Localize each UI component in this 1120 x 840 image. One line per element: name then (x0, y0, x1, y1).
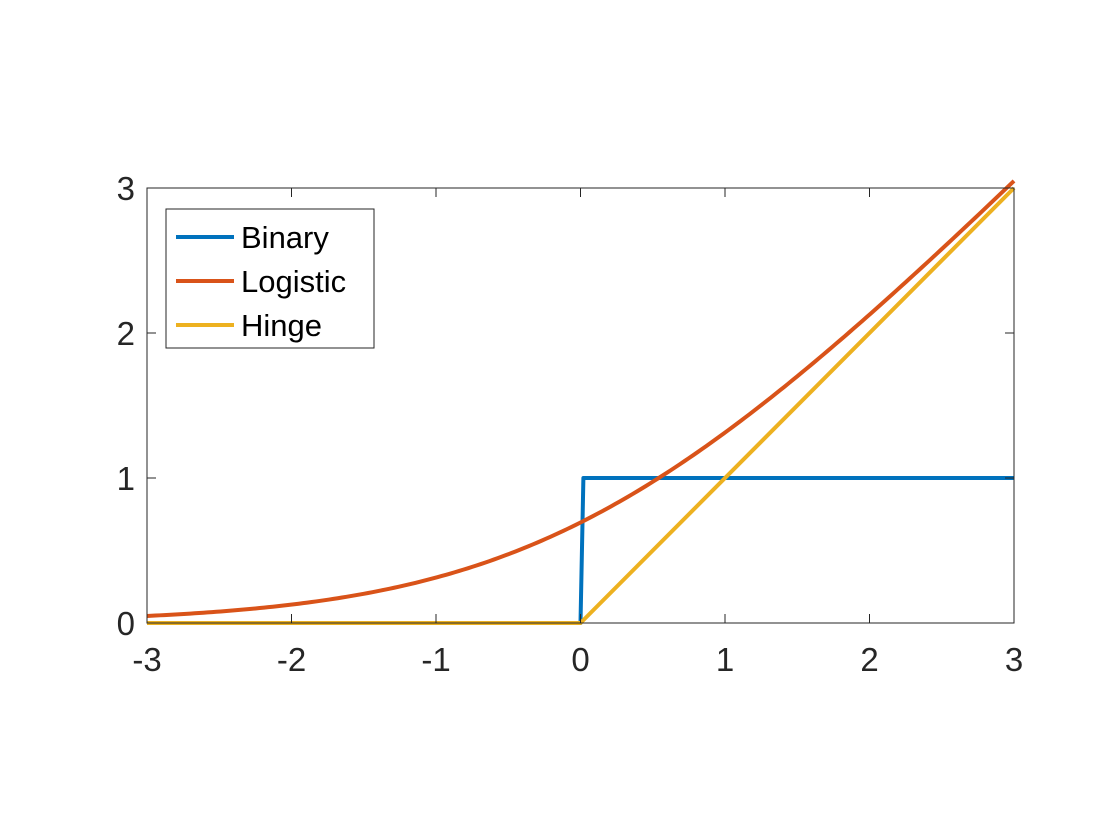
tick-layer: -3 -2 -1 0 1 2 3 0 1 2 3 (117, 170, 1024, 678)
x-tick-label: 3 (1005, 641, 1023, 678)
legend-label-logistic: Logistic (241, 264, 346, 299)
x-tick-label: -2 (277, 641, 306, 678)
y-tick-label: 3 (117, 170, 135, 207)
series-line-logistic (146, 179, 1016, 618)
x-tick-label: 2 (860, 641, 878, 678)
x-tick-label: -1 (421, 641, 450, 678)
legend: Binary Logistic Hinge (165, 208, 375, 349)
y-tick-label: 0 (117, 605, 135, 642)
legend-label-binary: Binary (241, 220, 329, 255)
x-tick-label: -3 (132, 641, 161, 678)
y-tick-label: 2 (117, 315, 135, 352)
y-tick-label: 1 (117, 460, 135, 497)
legend-items: Binary Logistic Hinge (176, 220, 346, 343)
x-tick-label: 1 (716, 641, 734, 678)
legend-label-hinge: Hinge (241, 308, 322, 343)
x-tick-label: 0 (571, 641, 589, 678)
